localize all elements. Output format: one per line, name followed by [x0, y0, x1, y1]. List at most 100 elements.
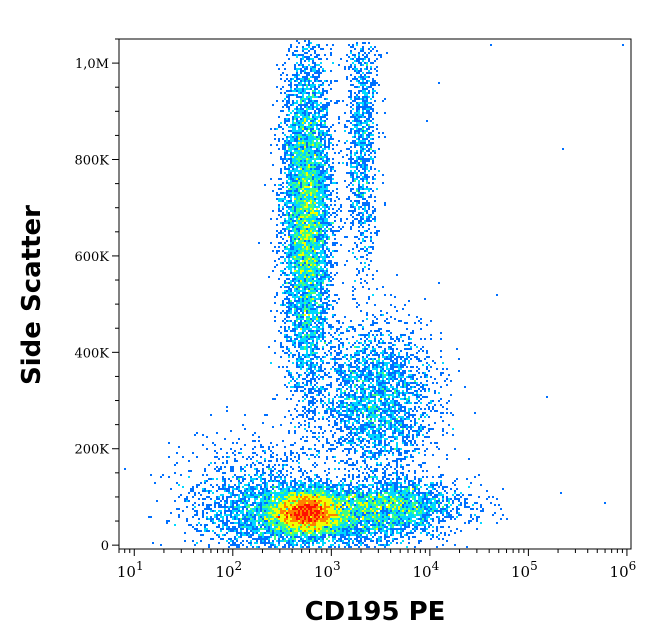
data-point — [444, 490, 446, 492]
data-point — [370, 362, 372, 364]
data-point — [374, 358, 376, 360]
data-point — [324, 320, 326, 322]
data-point — [398, 412, 400, 414]
data-point — [300, 92, 302, 94]
data-point — [348, 392, 350, 394]
data-point — [358, 494, 360, 496]
data-point — [366, 424, 368, 426]
data-point — [258, 504, 260, 506]
data-point — [350, 102, 352, 104]
data-point — [344, 440, 346, 442]
data-point — [226, 496, 228, 498]
data-point — [242, 514, 244, 516]
data-point — [352, 412, 354, 414]
data-point — [246, 526, 248, 528]
data-point — [232, 530, 234, 532]
data-point — [284, 328, 286, 330]
data-point — [322, 386, 324, 388]
data-point — [318, 306, 320, 308]
data-point — [330, 444, 332, 446]
data-point — [410, 376, 412, 378]
data-point — [282, 320, 284, 322]
data-point — [358, 156, 360, 158]
data-point — [340, 506, 342, 508]
data-point — [328, 250, 330, 252]
data-point — [358, 408, 360, 410]
data-point — [380, 448, 382, 450]
data-point — [340, 528, 342, 530]
data-point — [380, 314, 382, 316]
data-point — [360, 158, 362, 160]
data-point — [376, 376, 378, 378]
data-point — [352, 220, 354, 222]
data-point — [306, 74, 308, 76]
data-point — [262, 464, 264, 466]
data-point — [406, 442, 408, 444]
data-point — [500, 508, 502, 510]
data-point — [282, 300, 284, 302]
data-point — [284, 494, 286, 496]
data-point — [350, 226, 352, 228]
data-point — [226, 488, 228, 490]
data-point — [394, 484, 396, 486]
data-point — [416, 316, 418, 318]
data-point — [294, 68, 296, 70]
data-point — [406, 534, 408, 536]
data-point — [326, 118, 328, 120]
data-point — [396, 386, 398, 388]
data-point — [250, 476, 252, 478]
data-point — [314, 88, 316, 90]
data-point — [322, 160, 324, 162]
data-point — [326, 412, 328, 414]
data-point — [324, 272, 326, 274]
data-point — [298, 122, 300, 124]
data-point — [450, 380, 452, 382]
data-point — [334, 486, 336, 488]
data-point — [266, 490, 268, 492]
data-point — [378, 512, 380, 514]
data-point — [334, 546, 336, 548]
data-point — [222, 486, 224, 488]
data-point — [352, 172, 354, 174]
data-point — [386, 382, 388, 384]
data-point — [302, 474, 304, 476]
data-point — [306, 286, 308, 288]
data-point — [312, 404, 314, 406]
data-point — [314, 304, 316, 306]
data-point — [396, 348, 398, 350]
data-point — [228, 490, 230, 492]
data-point — [256, 472, 258, 474]
data-point — [332, 404, 334, 406]
data-point — [440, 386, 442, 388]
data-point — [310, 364, 312, 366]
data-point — [308, 56, 310, 58]
data-point — [336, 484, 338, 486]
data-point — [366, 376, 368, 378]
data-point — [560, 492, 562, 494]
data-point — [396, 420, 398, 422]
data-point — [276, 264, 278, 266]
data-point — [196, 484, 198, 486]
data-point — [368, 298, 370, 300]
data-point — [292, 328, 294, 330]
data-point — [388, 414, 390, 416]
data-point — [336, 192, 338, 194]
data-point — [352, 490, 354, 492]
data-point — [270, 478, 272, 480]
data-point — [364, 100, 366, 102]
data-point — [210, 538, 212, 540]
data-point — [366, 230, 368, 232]
data-point — [318, 234, 320, 236]
data-point — [238, 476, 240, 478]
data-point — [380, 436, 382, 438]
data-point — [302, 416, 304, 418]
data-point — [308, 400, 310, 402]
data-point — [290, 490, 292, 492]
data-point — [256, 532, 258, 534]
data-point — [376, 364, 378, 366]
data-point — [274, 496, 276, 498]
data-point — [420, 424, 422, 426]
data-point — [324, 242, 326, 244]
data-point — [400, 404, 402, 406]
data-point — [328, 420, 330, 422]
